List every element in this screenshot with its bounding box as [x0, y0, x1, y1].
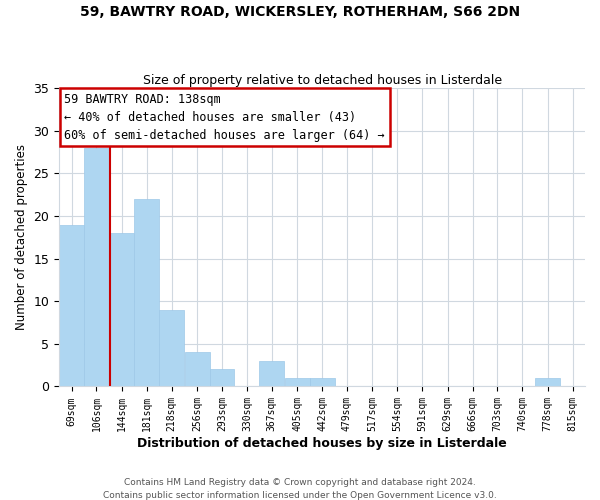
Bar — [84, 148, 109, 386]
Bar — [285, 378, 310, 386]
Bar — [535, 378, 560, 386]
Text: Contains HM Land Registry data © Crown copyright and database right 2024.
Contai: Contains HM Land Registry data © Crown c… — [103, 478, 497, 500]
Bar — [159, 310, 184, 386]
Bar — [134, 199, 159, 386]
Text: 59 BAWTRY ROAD: 138sqm
← 40% of detached houses are smaller (43)
60% of semi-det: 59 BAWTRY ROAD: 138sqm ← 40% of detached… — [64, 92, 385, 142]
Bar — [259, 361, 284, 386]
Bar — [59, 224, 84, 386]
Bar — [310, 378, 335, 386]
Y-axis label: Number of detached properties: Number of detached properties — [15, 144, 28, 330]
Title: Size of property relative to detached houses in Listerdale: Size of property relative to detached ho… — [143, 74, 502, 87]
Bar — [185, 352, 209, 386]
Bar — [209, 370, 235, 386]
X-axis label: Distribution of detached houses by size in Listerdale: Distribution of detached houses by size … — [137, 437, 507, 450]
Text: 59, BAWTRY ROAD, WICKERSLEY, ROTHERHAM, S66 2DN: 59, BAWTRY ROAD, WICKERSLEY, ROTHERHAM, … — [80, 5, 520, 19]
Bar — [110, 233, 134, 386]
